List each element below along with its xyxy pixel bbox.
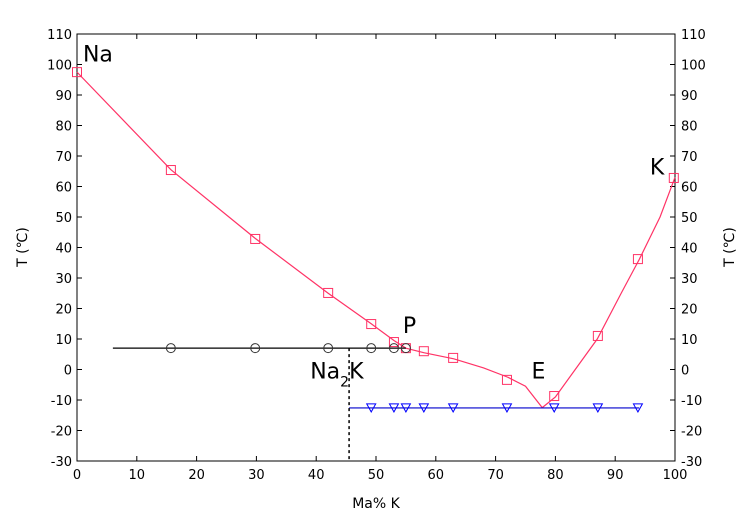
y-tick-label-left: 10 bbox=[55, 333, 72, 348]
y-tick-label-left: 100 bbox=[47, 59, 72, 74]
x-tick-label: 100 bbox=[663, 468, 688, 483]
x-tick-label: 50 bbox=[368, 468, 385, 483]
y-tick-label-left: -30 bbox=[51, 455, 72, 470]
x-tick-label: 20 bbox=[188, 468, 205, 483]
y-tick-label-left: -10 bbox=[51, 394, 72, 409]
square-point bbox=[549, 391, 560, 402]
y-tick-label-left: 50 bbox=[55, 211, 72, 226]
annotation-label: K bbox=[650, 155, 665, 180]
x-tick-label: 60 bbox=[428, 468, 445, 483]
y-tick-label-right: 100 bbox=[681, 59, 706, 74]
x-tick-label: 70 bbox=[487, 468, 504, 483]
liquidus-curve bbox=[76, 71, 676, 409]
triangle-point bbox=[632, 403, 644, 413]
square-point bbox=[632, 254, 643, 265]
y-tick-label-right: 90 bbox=[681, 89, 698, 104]
square-point bbox=[165, 165, 176, 176]
y-tick-label-left: 30 bbox=[55, 272, 72, 287]
y-tick-label-right: 20 bbox=[681, 303, 698, 318]
y-tick-label-right: 10 bbox=[681, 333, 698, 348]
square-point bbox=[323, 287, 334, 298]
y-axis-label-left: T (℃) bbox=[15, 227, 31, 268]
square-point bbox=[388, 337, 399, 348]
y-tick-label-left: 70 bbox=[55, 150, 72, 165]
triangle-point bbox=[388, 403, 400, 413]
y-tick-label-right: 110 bbox=[681, 28, 706, 43]
circle-point bbox=[388, 343, 399, 354]
y-tick-label-right: -10 bbox=[681, 394, 702, 409]
x-tick-label: 40 bbox=[308, 468, 325, 483]
x-tick-label: 30 bbox=[248, 468, 265, 483]
square-point bbox=[418, 346, 429, 357]
y-tick-label-right: 0 bbox=[681, 364, 689, 379]
y-tick-label-left: 60 bbox=[55, 181, 72, 196]
annotation-label: E bbox=[531, 360, 545, 385]
x-tick-label: 10 bbox=[129, 468, 146, 483]
x-axis-label: Ma% K bbox=[352, 496, 400, 512]
y-tick-label-right: 70 bbox=[681, 150, 698, 165]
triangle-point bbox=[400, 403, 412, 413]
y-tick-label-left: 90 bbox=[55, 89, 72, 104]
y-tick-label-left: 20 bbox=[55, 303, 72, 318]
x-tick-label: 90 bbox=[607, 468, 624, 483]
square-point bbox=[668, 172, 679, 183]
y-tick-label-left: -20 bbox=[51, 425, 72, 440]
circle-point bbox=[366, 343, 377, 354]
square-point bbox=[250, 233, 261, 244]
triangle-point bbox=[592, 403, 604, 413]
circle-point bbox=[323, 343, 334, 354]
y-tick-label-left: 80 bbox=[55, 120, 72, 135]
square-point bbox=[592, 330, 603, 341]
circle-point bbox=[165, 343, 176, 354]
triangle-point bbox=[548, 403, 560, 413]
annotation-label: Na2K bbox=[310, 360, 364, 391]
y-tick-label-left: 0 bbox=[64, 364, 72, 379]
square-point bbox=[72, 67, 82, 78]
y-tick-label-right: -30 bbox=[681, 455, 702, 470]
y-tick-label-right: 80 bbox=[681, 120, 698, 135]
square-point bbox=[501, 374, 512, 385]
triangle-point bbox=[447, 403, 459, 413]
plot-frame bbox=[76, 33, 676, 462]
y-tick-label-right: 50 bbox=[681, 211, 698, 226]
triangle-point bbox=[365, 403, 377, 413]
y-tick-label-right: 40 bbox=[681, 242, 698, 257]
annotation-label: P bbox=[403, 314, 416, 339]
triangle-point bbox=[418, 403, 430, 413]
y-tick-label-right: 60 bbox=[681, 181, 698, 196]
square-point bbox=[366, 319, 377, 330]
circle-point bbox=[400, 343, 411, 354]
circle-point bbox=[250, 343, 261, 354]
annotation-label: Na bbox=[83, 42, 113, 67]
x-tick-label: 80 bbox=[547, 468, 564, 483]
y-tick-label-right: -20 bbox=[681, 425, 702, 440]
y-tick-label-left: 110 bbox=[47, 28, 72, 43]
y-tick-label-left: 40 bbox=[55, 242, 72, 257]
square-point bbox=[448, 352, 459, 363]
y-axis-label-right: T (℃) bbox=[722, 227, 738, 268]
triangle-point bbox=[501, 403, 513, 413]
y-tick-label-right: 30 bbox=[681, 272, 698, 287]
x-tick-label: 0 bbox=[73, 468, 81, 483]
